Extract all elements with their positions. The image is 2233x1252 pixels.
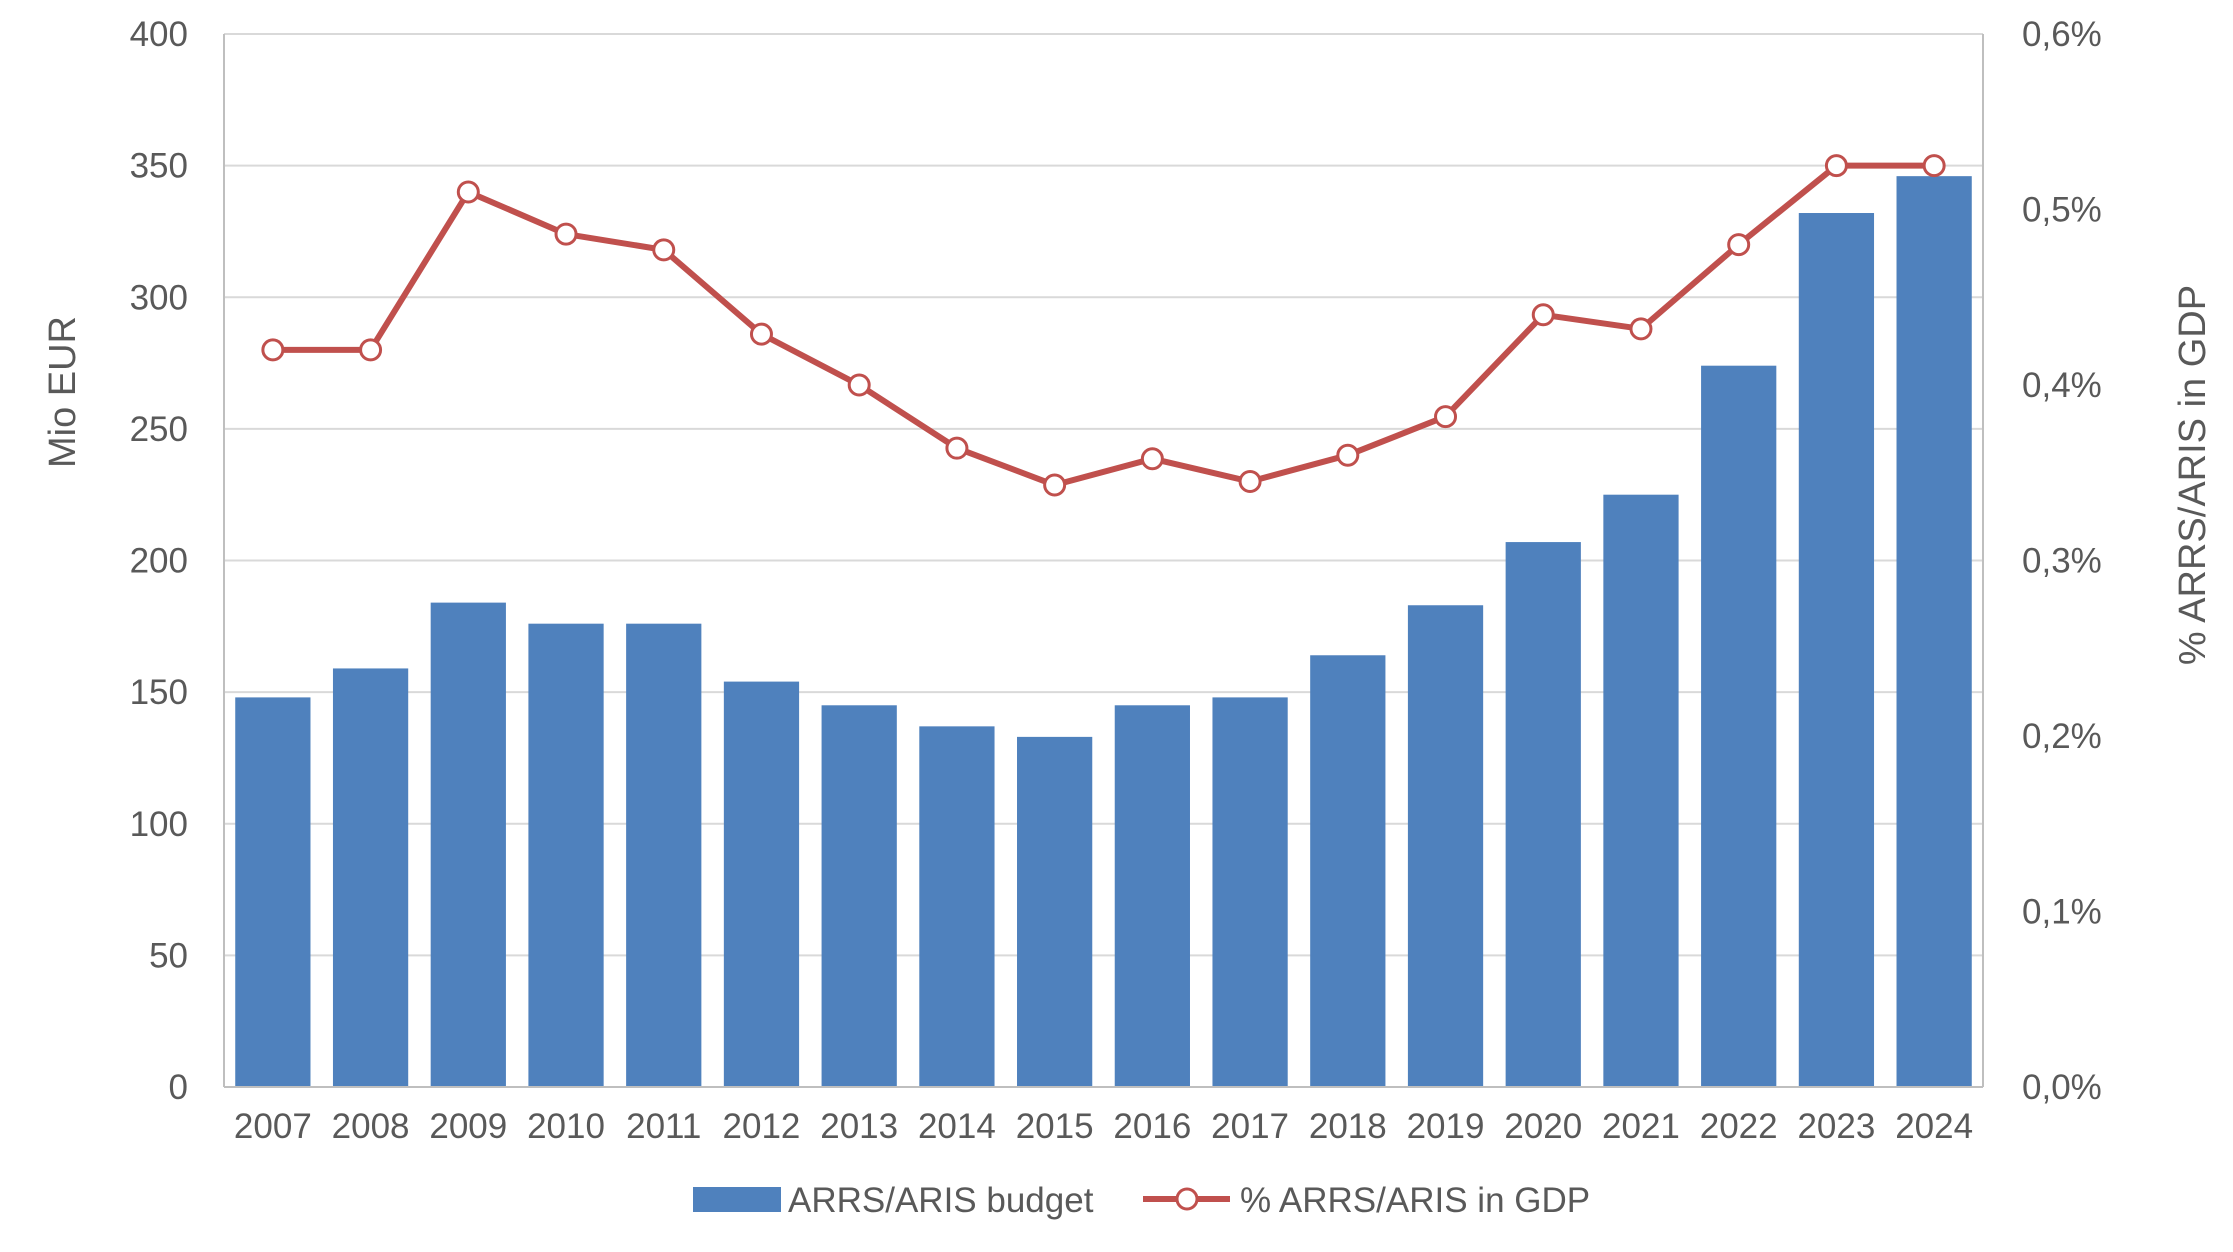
x-tick-label: 2008: [332, 1107, 410, 1146]
y-right-tick-label: 0,2%: [2022, 717, 2102, 756]
y-left-tick-label: 400: [130, 15, 188, 54]
bar-2015: [1017, 736, 1093, 1087]
y-left-tick-label: 50: [149, 936, 188, 975]
point-2019: [1434, 405, 1458, 429]
bar-2022: [1701, 365, 1777, 1087]
bar-2008: [332, 668, 409, 1087]
bar-2024: [1896, 176, 1972, 1087]
gridlines: [224, 33, 1983, 957]
x-tick-label: 2011: [626, 1107, 701, 1146]
point-2024: [1922, 154, 1946, 178]
bar-2007: [235, 697, 311, 1087]
x-tick-label: 2012: [723, 1107, 801, 1146]
y-right-tick-label: 0,0%: [2022, 1068, 2102, 1107]
x-tick-label: 2014: [918, 1107, 996, 1146]
x-tick-label: 2021: [1602, 1107, 1680, 1146]
point-2022: [1727, 233, 1751, 257]
point-2013: [847, 373, 871, 397]
y-left-axis-title: Mio EUR: [42, 316, 84, 468]
y-right-axis-title: % ARRS/ARIS in GDP: [2172, 285, 2214, 665]
y-left-tick-label: 100: [130, 805, 188, 844]
point-2007: [261, 338, 285, 362]
bar-2011: [626, 623, 702, 1087]
x-tick-label: 2013: [820, 1107, 898, 1146]
tick-labels: 0 50 100 150 200 250 300 350 400 0,0% 0,1% 0,2% 0,3%…: [130, 15, 2102, 1146]
legend: ARRS/ARIS budget % ARRS/ARIS in GDP: [693, 1181, 1590, 1220]
x-tick-label: 2020: [1504, 1107, 1582, 1146]
point-2012: [749, 322, 773, 346]
point-2023: [1824, 154, 1848, 178]
x-tick-label: 2024: [1895, 1107, 1973, 1146]
point-2008: [359, 338, 383, 362]
point-2011: [652, 238, 676, 262]
point-2018: [1336, 443, 1360, 467]
x-tick-label: 2007: [234, 1107, 312, 1146]
x-tick-label: 2023: [1797, 1107, 1875, 1146]
x-tick-label: 2017: [1211, 1107, 1289, 1146]
x-tick-label: 2009: [429, 1107, 507, 1146]
y-right-tick-label: 0,5%: [2022, 191, 2102, 230]
y-right-tick-label: 0,1%: [2022, 893, 2102, 932]
point-2017: [1238, 470, 1262, 494]
axes: [223, 34, 1984, 1088]
y-left-tick-label: 250: [130, 410, 188, 449]
budget-bars: [235, 176, 1972, 1087]
x-tick-label: 2016: [1113, 1107, 1191, 1146]
legend-label-gdp: % ARRS/ARIS in GDP: [1240, 1181, 1590, 1220]
y-left-tick-label: 200: [130, 542, 188, 581]
point-2015: [1043, 473, 1067, 497]
bar-2019: [1407, 605, 1484, 1087]
y-right-tick-label: 0,3%: [2022, 542, 2102, 581]
y-right-tick-label: 0,4%: [2022, 366, 2102, 405]
legend-swatch-gdp-marker: [1175, 1187, 1199, 1211]
bar-2012: [723, 681, 800, 1087]
x-tick-label: 2022: [1700, 1107, 1778, 1146]
x-tick-label: 2015: [1016, 1107, 1094, 1146]
x-tick-label: 2010: [527, 1107, 605, 1146]
bar-2013: [821, 705, 897, 1087]
gdp-share-polyline: [272, 162, 1935, 489]
bar-2020: [1505, 542, 1581, 1087]
legend-label-budget: ARRS/ARIS budget: [788, 1181, 1094, 1220]
point-2016: [1140, 447, 1164, 471]
y-left-tick-label: 350: [130, 147, 188, 186]
bar-2014: [919, 726, 995, 1087]
y-left-tick-label: 0: [169, 1068, 188, 1107]
gdp-share-line: [261, 154, 1946, 497]
y-left-tick-label: 300: [130, 278, 188, 317]
bar-2010: [528, 623, 604, 1087]
point-2010: [554, 222, 578, 246]
bar-2021: [1603, 494, 1679, 1087]
point-2009: [456, 180, 480, 204]
x-tick-label: 2019: [1407, 1107, 1485, 1146]
x-tick-label: 2018: [1309, 1107, 1387, 1146]
bar-2009: [430, 602, 506, 1087]
y-right-tick-label: 0,6%: [2022, 15, 2102, 54]
bar-2023: [1798, 213, 1875, 1087]
point-2014: [945, 436, 969, 460]
point-2020: [1531, 303, 1555, 327]
y-left-tick-label: 150: [130, 673, 188, 712]
bar-2018: [1310, 655, 1386, 1087]
legend-swatch-budget: [693, 1187, 781, 1212]
bar-2016: [1114, 705, 1190, 1087]
point-2021: [1629, 317, 1653, 341]
bar-2017: [1212, 697, 1288, 1087]
